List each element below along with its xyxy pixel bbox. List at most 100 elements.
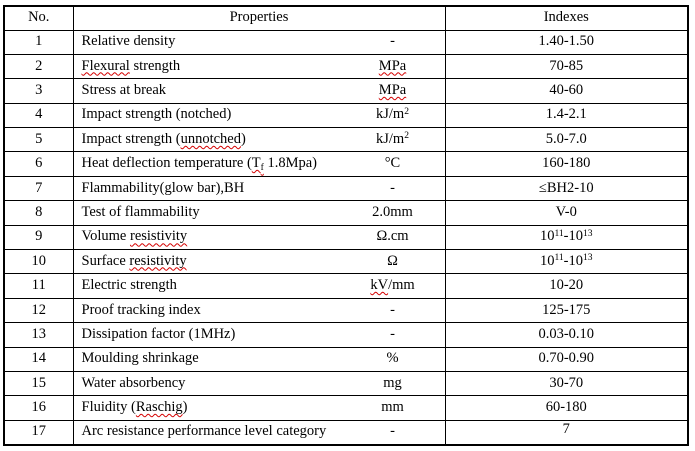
text-segment: Fluidity ( <box>81 399 136 416</box>
row-number-cell: 15 <box>3 370 74 397</box>
property-name: Impact strength (unnotched) <box>74 130 343 148</box>
property-flex: Flammability(glow bar),BH - <box>74 180 444 197</box>
property-cell: Arc resistance performance level categor… <box>72 419 446 446</box>
property-flex: Proof tracking index - <box>74 301 444 319</box>
row-number-cell: 5 <box>3 127 74 153</box>
row-number-cell: 3 <box>3 78 74 104</box>
property-unit: MPa <box>343 82 443 99</box>
text-segment: T <box>251 155 261 172</box>
property-flex: Relative density - <box>74 33 444 50</box>
table-row: 17 Arc resistance performance level categ… <box>3 419 689 446</box>
property-flex: Fluidity (Raschig) mm <box>74 399 444 416</box>
property-unit: 2.0mm <box>343 203 443 221</box>
index-cell: 0.03-0.10 <box>444 322 689 348</box>
text-segment: mg <box>383 374 402 391</box>
text-segment: % <box>386 350 399 367</box>
property-unit: - <box>343 326 443 343</box>
table-row: 15 Water absorbency mg 30-70 <box>3 370 689 397</box>
text-segment: Heat deflection temperature ( <box>81 155 252 172</box>
table-row: 5 Impact strength (unnotched) kJ/m2 5.0-7.0 <box>3 127 689 153</box>
property-name: Water absorbency <box>74 375 343 392</box>
text-segment: Ω <box>387 252 398 269</box>
property-cell: Stress at break MPa <box>72 78 446 104</box>
property-unit: - <box>343 33 443 50</box>
property-cell: Flammability(glow bar),BH - <box>72 175 446 202</box>
property-name: Flexural strength <box>74 57 343 75</box>
text-segment: Impact strength ( <box>81 130 181 147</box>
text-segment: 160-180 <box>542 155 591 172</box>
text-segment: 13 <box>583 251 593 263</box>
text-segment: Volume <box>81 228 130 245</box>
property-name: Heat deflection temperature (Tf 1.8Mpa) <box>74 155 343 172</box>
text-segment: 70-85 <box>549 57 584 74</box>
property-unit: MPa <box>343 57 443 75</box>
text-segment: - <box>390 301 395 318</box>
table-row: 4 Impact strength (notched) kJ/m2 1.4-2.1 <box>3 102 689 129</box>
text-segment: MPa <box>378 82 407 98</box>
text-segment: °C <box>384 155 401 172</box>
table-row: 12 Proof tracking index - 125-175 <box>3 297 689 324</box>
header-no: No. <box>3 5 74 31</box>
table-row: 10 Surface resistivity Ω 1011-1013 <box>3 249 689 275</box>
text-segment: 1.4-2.1 <box>545 106 587 123</box>
text-segment: Impact strength (notched) <box>81 106 232 123</box>
text-segment: 13 <box>583 227 593 239</box>
text-segment: Proof tracking index <box>81 301 201 318</box>
index-cell: 5.0-7.0 <box>444 127 689 153</box>
text-segment: 0.70-0.90 <box>538 350 595 367</box>
header-indexes: Indexes <box>444 5 689 31</box>
text-segment: 1.40-1.50 <box>538 33 595 50</box>
property-name: Dissipation factor (1MHz) <box>74 326 343 343</box>
text-segment: - <box>390 33 395 50</box>
row-number-cell: 14 <box>3 346 74 372</box>
text-segment: -10 <box>563 228 583 245</box>
property-unit: °C <box>343 155 443 172</box>
row-number-cell: 7 <box>3 175 74 202</box>
text-segment: Flexural <box>81 57 130 74</box>
property-name: Fluidity (Raschig) <box>74 399 343 416</box>
text-segment: V-0 <box>555 203 577 220</box>
index-cell: 0.70-0.90 <box>444 346 689 372</box>
text-segment: 7 <box>562 420 570 437</box>
text-segment: Arc resistance performance level categor… <box>81 423 327 440</box>
property-flex: Arc resistance performance level categor… <box>74 423 444 440</box>
text-segment: kJ/m <box>376 106 405 123</box>
table-row: 1 Relative density - 1.40-1.50 <box>3 29 689 55</box>
property-unit: Ω.cm <box>343 228 443 245</box>
text-segment: 0.03-0.10 <box>538 325 595 342</box>
table-row: 6 Heat deflection temperature (Tf 1.8Mpa)… <box>3 151 689 177</box>
index-cell: 7 <box>444 419 689 446</box>
text-segment: MPa <box>378 57 407 74</box>
text-segment: resistivity <box>129 252 187 269</box>
row-number-cell: 4 <box>3 102 74 129</box>
property-flex: Impact strength (notched) kJ/m2 <box>74 105 444 123</box>
text-segment: mm <box>381 399 404 416</box>
property-flex: Impact strength (unnotched) kJ/m2 <box>74 130 444 148</box>
index-cell: 1011-1013 <box>444 224 689 251</box>
text-segment: /mm <box>388 277 415 294</box>
property-unit: kJ/m2 <box>343 130 443 148</box>
text-segment: 2 <box>404 105 409 117</box>
text-segment: resistivity <box>129 228 188 245</box>
property-cell: Volume resistivity Ω.cm <box>72 224 446 251</box>
property-flex: Volume resistivity Ω.cm <box>74 228 444 245</box>
table-row: 8 Test of flammability 2.0mm V-0 <box>3 200 689 226</box>
property-name: Proof tracking index <box>74 301 343 319</box>
text-segment: Moulding shrinkage <box>81 350 199 367</box>
table-row: 11 Electric strength kV/mm 10-20 <box>3 273 689 299</box>
text-segment: Relative density <box>81 33 176 50</box>
text-segment: strength <box>129 57 181 74</box>
row-number-cell: 9 <box>3 224 74 251</box>
text-segment: -10 <box>563 252 583 269</box>
row-number-cell: 12 <box>3 297 74 324</box>
text-segment: 10 <box>539 228 555 245</box>
table-row: 13 Dissipation factor (1MHz) - 0.03-0.10 <box>3 322 689 348</box>
index-cell: 1.4-2.1 <box>444 102 689 129</box>
table-row: 7 Flammability(glow bar),BH - ≤BH2-10 <box>3 175 689 202</box>
index-cell: 10-20 <box>444 273 689 299</box>
property-cell: Moulding shrinkage% <box>72 346 446 372</box>
text-segment: Stress at break <box>81 82 167 98</box>
text-segment: 30-70 <box>549 374 584 391</box>
text-segment: 2 <box>404 130 409 141</box>
text-segment: 2.0mm <box>372 203 413 220</box>
